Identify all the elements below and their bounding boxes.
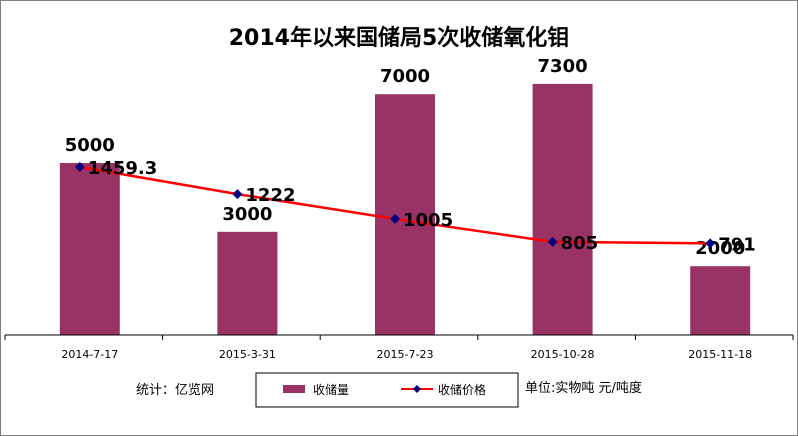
bar-2015-3-31 [217,231,278,335]
source-label: 统计：亿览网 [136,382,214,398]
x-tick-label: 2015-3-31 [219,348,276,361]
price-value-label: 1459.3 [88,158,157,179]
price-value-label: 805 [561,233,599,254]
price-line-layer: 1459.3 1222 1005 805 791 [74,158,756,255]
legend-line-label: 收储价格 [438,382,486,397]
bar-value-label: 7300 [538,56,588,77]
legend: 收储量 收储价格 [255,372,519,408]
bars-layer [59,83,751,335]
bar-2015-11-18 [690,266,751,335]
legend-line-marker [413,385,421,393]
x-tick-label: 2014-7-17 [61,348,118,361]
x-tick-label: 2015-10-28 [531,348,595,361]
bar-value-label: 5000 [65,135,115,156]
price-marker [74,161,85,172]
x-tick-label: 2015-7-23 [377,348,434,361]
bar-value-label: 3000 [222,204,272,225]
unit-label: 单位:实物吨 元/吨度 [525,380,642,396]
price-value-label: 1005 [403,210,453,231]
price-value-label: 791 [718,234,756,255]
bar-2015-7-23 [375,94,435,335]
bar-2015-10-28 [532,83,593,335]
price-marker [232,189,243,200]
bar-2014-7-17 [59,163,120,335]
bar-value-label: 7000 [380,66,430,87]
x-axis-ticks [4,335,794,340]
chart-title: 2014年以来国储局5次收储氧化钼 [229,25,570,51]
legend-bar-label: 收储量 [313,382,349,397]
price-marker [390,213,400,224]
price-value-label: 1222 [245,185,295,206]
price-marker [547,236,558,247]
x-tick-label: 2015-11-18 [688,348,752,361]
price-marker [705,238,716,249]
x-axis-tick-labels: 2014-7-17 2015-3-31 2015-7-23 2015-10-28 201… [61,348,752,361]
legend-bar-swatch [283,385,305,393]
